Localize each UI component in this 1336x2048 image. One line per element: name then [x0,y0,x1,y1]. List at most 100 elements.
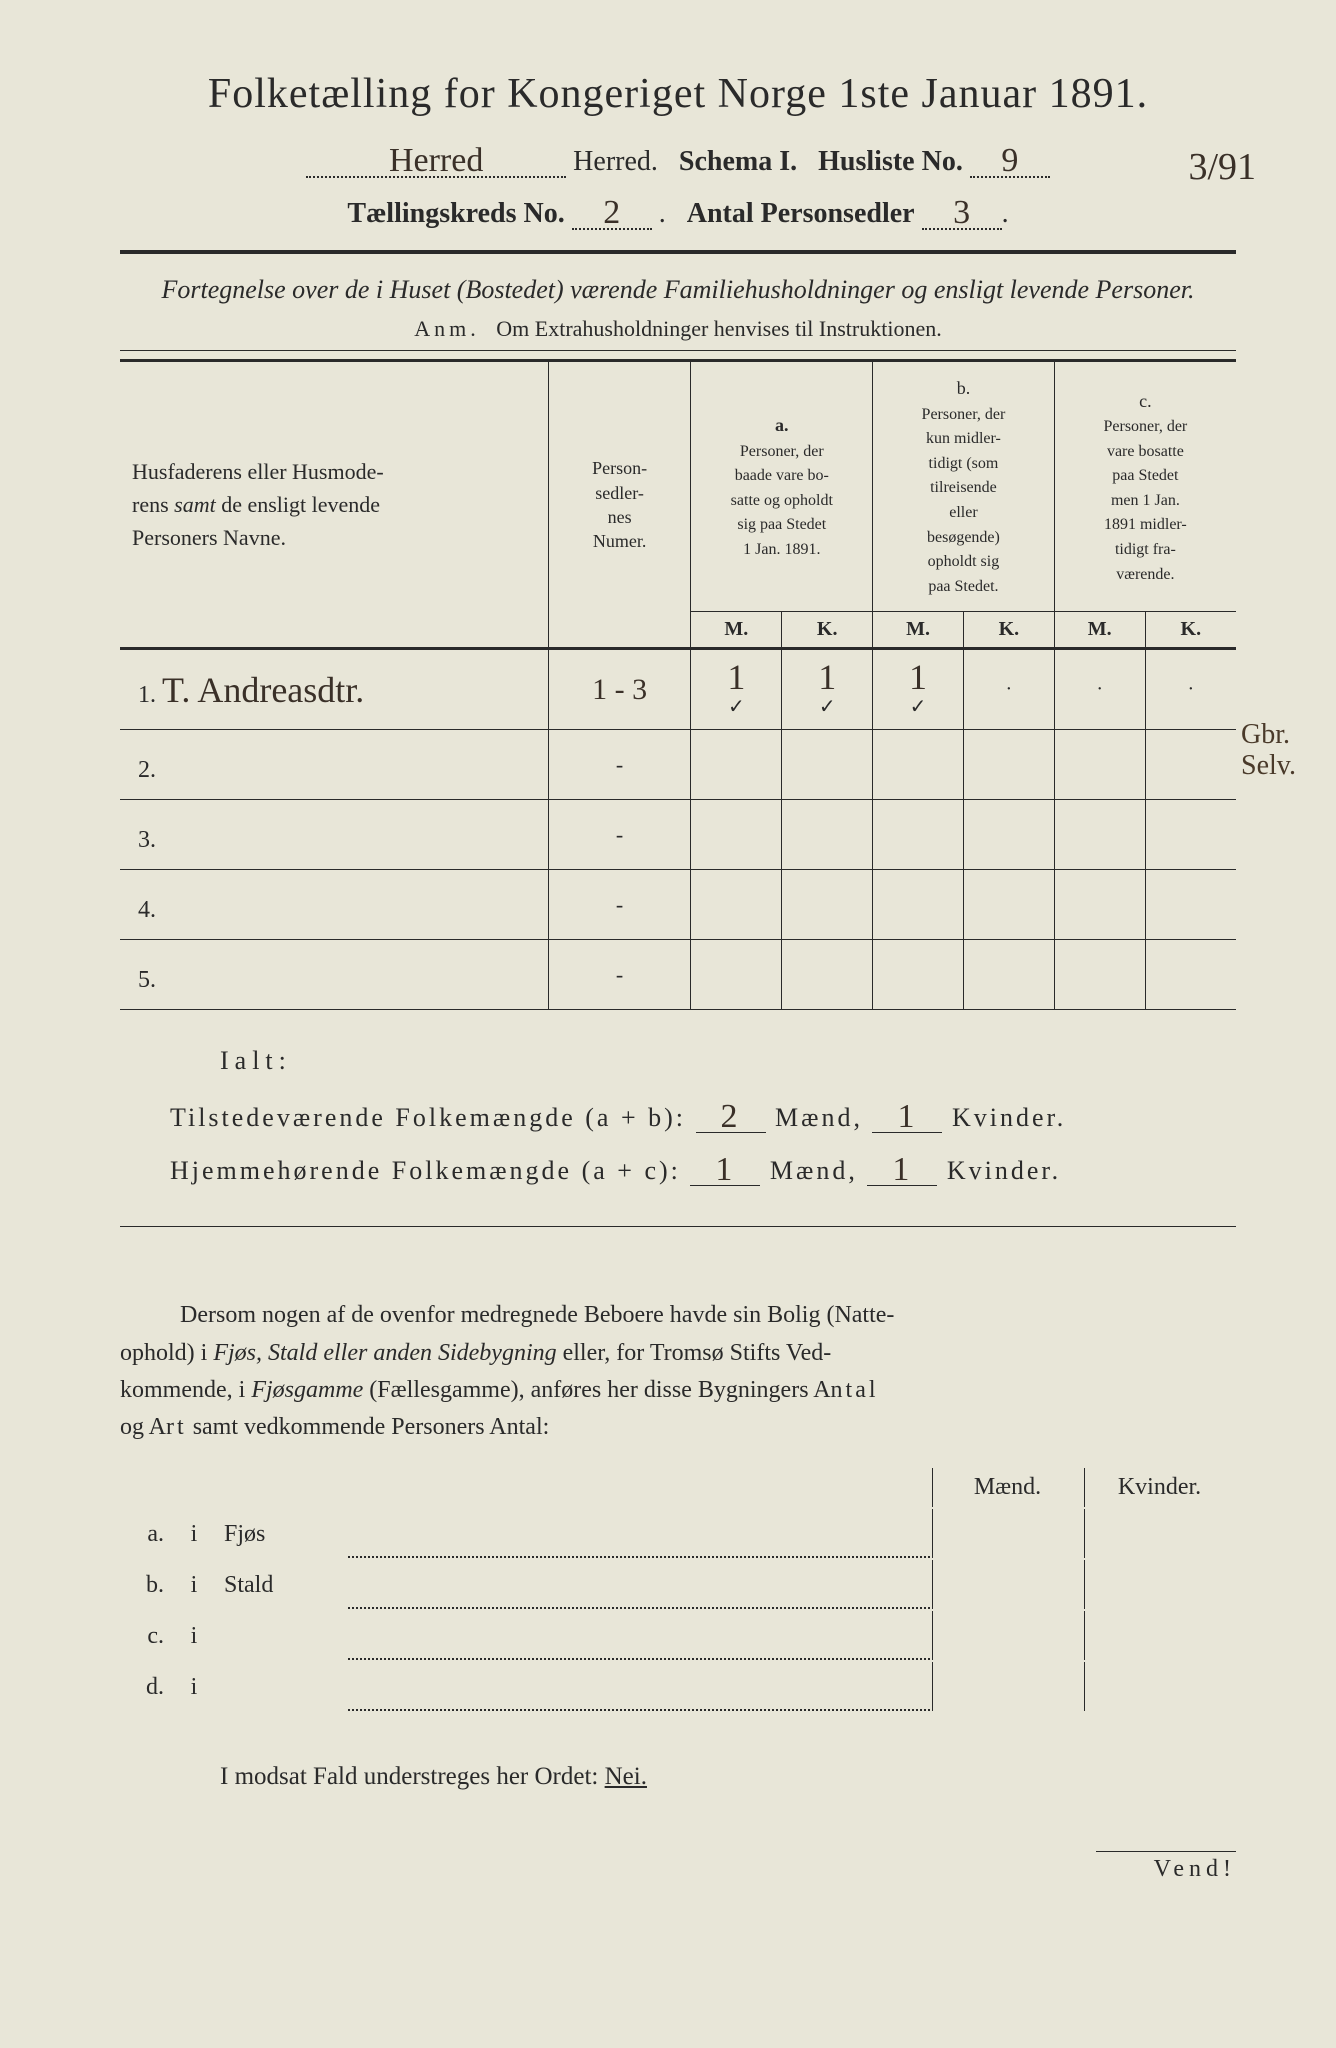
sub-i: i [174,1509,214,1558]
table-cell: · [1145,649,1236,730]
sub-row: a.iFjøs [122,1509,1234,1558]
col-a-m: M. [691,612,782,649]
table-cell [691,870,782,940]
sub-table: Mænd. Kvinder. a.iFjøs b.iStald c.i d.i [120,1466,1236,1713]
anm-label: Anm. [414,316,480,341]
col-b: b. Personer, derkun midler-tidigt (somti… [873,361,1055,612]
col-c: c. Personer, dervare bosattepaa Stedetme… [1054,361,1236,612]
sub-row: b.iStald [122,1560,1234,1609]
table-cell: - [548,730,691,800]
table-cell [1145,800,1236,870]
table-cell: 1. T. Andreasdtr. [120,649,548,730]
main-title: Folketælling for Kongeriget Norge 1ste J… [120,70,1236,118]
sub-dots [348,1662,930,1711]
table-cell [1054,800,1145,870]
ialt-r2k: 1 [892,1151,912,1188]
schema-label: Schema I. [679,146,797,177]
sub-k [1084,1611,1234,1660]
col-b-m: M. [873,612,964,649]
sub-m [932,1509,1082,1558]
table-row: 3. - [120,800,1236,870]
table-cell: · [963,649,1054,730]
paragraph: Dersom nogen af de ovenfor medregnede Be… [120,1297,1236,1446]
table-cell [782,940,873,1010]
ialt-row-1: Tilstedeværende Folkemængde (a + b): 2 M… [170,1094,1236,1133]
table-cell: 5. [120,940,548,1010]
sub-letter: c. [122,1611,172,1660]
col-c-m: M. [1054,612,1145,649]
margin-note: Gbr.Selv. [1241,720,1296,782]
sub-i: i [174,1560,214,1609]
sub-m [932,1611,1082,1660]
sub-dots [348,1611,930,1660]
table-cell [963,730,1054,800]
sub-letter: b. [122,1560,172,1609]
sub-label [216,1662,346,1711]
table-cell: 3. [120,800,548,870]
sub-label: Fjøs [216,1509,346,1558]
vend: Vend! [1096,1851,1236,1883]
table-cell [1054,870,1145,940]
table-cell [1145,730,1236,800]
husliste-label: Husliste No. [818,146,963,177]
anm-text: Om Extrahusholdninger henvises til Instr… [496,316,941,341]
table-cell: 2. [120,730,548,800]
table-cell [963,940,1054,1010]
ialt-label: Ialt: [220,1046,1236,1076]
table-row: 2. - [120,730,1236,800]
herred-value: Herred [389,142,483,179]
col-nummer: Person-sedler-nesNumer. [548,361,691,649]
table-cell: - [548,940,691,1010]
table-cell: - [548,800,691,870]
ialt-row-2: Hjemmehørende Folkemængde (a + c): 1 Mæn… [170,1147,1236,1186]
sub-kvinder: Kvinder. [1084,1468,1234,1507]
top-right-annotation: 3/91 [1188,145,1256,189]
footer-line: I modsat Fald understreges her Ordet: Ne… [120,1763,1236,1791]
sub-m [932,1662,1082,1711]
sub-letter: d. [122,1662,172,1711]
sub-dots [348,1509,930,1558]
table-cell: 1 - 3 [548,649,691,730]
table-row: 5. - [120,940,1236,1010]
ialt-r2m: 1 [715,1151,735,1188]
table-cell [782,870,873,940]
header-line-3: Tællingskreds No. 2 . Antal Personsedler… [120,190,1236,230]
table-cell [963,870,1054,940]
ialt-block: Ialt: Tilstedeværende Folkemængde (a + b… [120,1046,1236,1186]
herred-label: Herred. [573,146,658,177]
sub-i: i [174,1611,214,1660]
sub-row: d.i [122,1662,1234,1711]
header-line-2: Herred Herred. Schema I. Husliste No. 9 [120,138,1236,178]
sub-maend: Mænd. [932,1468,1082,1507]
husliste-value: 9 [1001,142,1018,179]
table-cell: - [548,870,691,940]
col-a-k: K. [782,612,873,649]
table-cell: 1✓ [782,649,873,730]
footer-word: Nei. [605,1763,647,1790]
main-table: Husfaderens eller Husmode-rens samt de e… [120,359,1236,1010]
table-row: 1. T. Andreasdtr.1 - 31✓1✓1✓··· [120,649,1236,730]
kreds-value: 2 [603,194,620,231]
ialt-r1m: 2 [721,1098,741,1135]
table-cell [691,800,782,870]
kreds-label: Tællingskreds No. [347,198,564,229]
col-a: a. Personer, derbaade vare bo-satte og o… [691,361,873,612]
table-cell [1054,940,1145,1010]
col-names: Husfaderens eller Husmode-rens samt de e… [120,361,548,649]
sub-k [1084,1509,1234,1558]
table-cell [873,940,964,1010]
table-cell [782,800,873,870]
sub-i: i [174,1662,214,1711]
table-cell [1145,940,1236,1010]
col-c-k: K. [1145,612,1236,649]
table-cell: 1✓ [873,649,964,730]
table-cell [691,940,782,1010]
divider [120,250,1236,254]
table-cell [873,730,964,800]
col-b-k: K. [963,612,1054,649]
sub-dots [348,1560,930,1609]
sub-letter: a. [122,1509,172,1558]
table-row: 4. - [120,870,1236,940]
table-cell: · [1054,649,1145,730]
table-cell [873,800,964,870]
